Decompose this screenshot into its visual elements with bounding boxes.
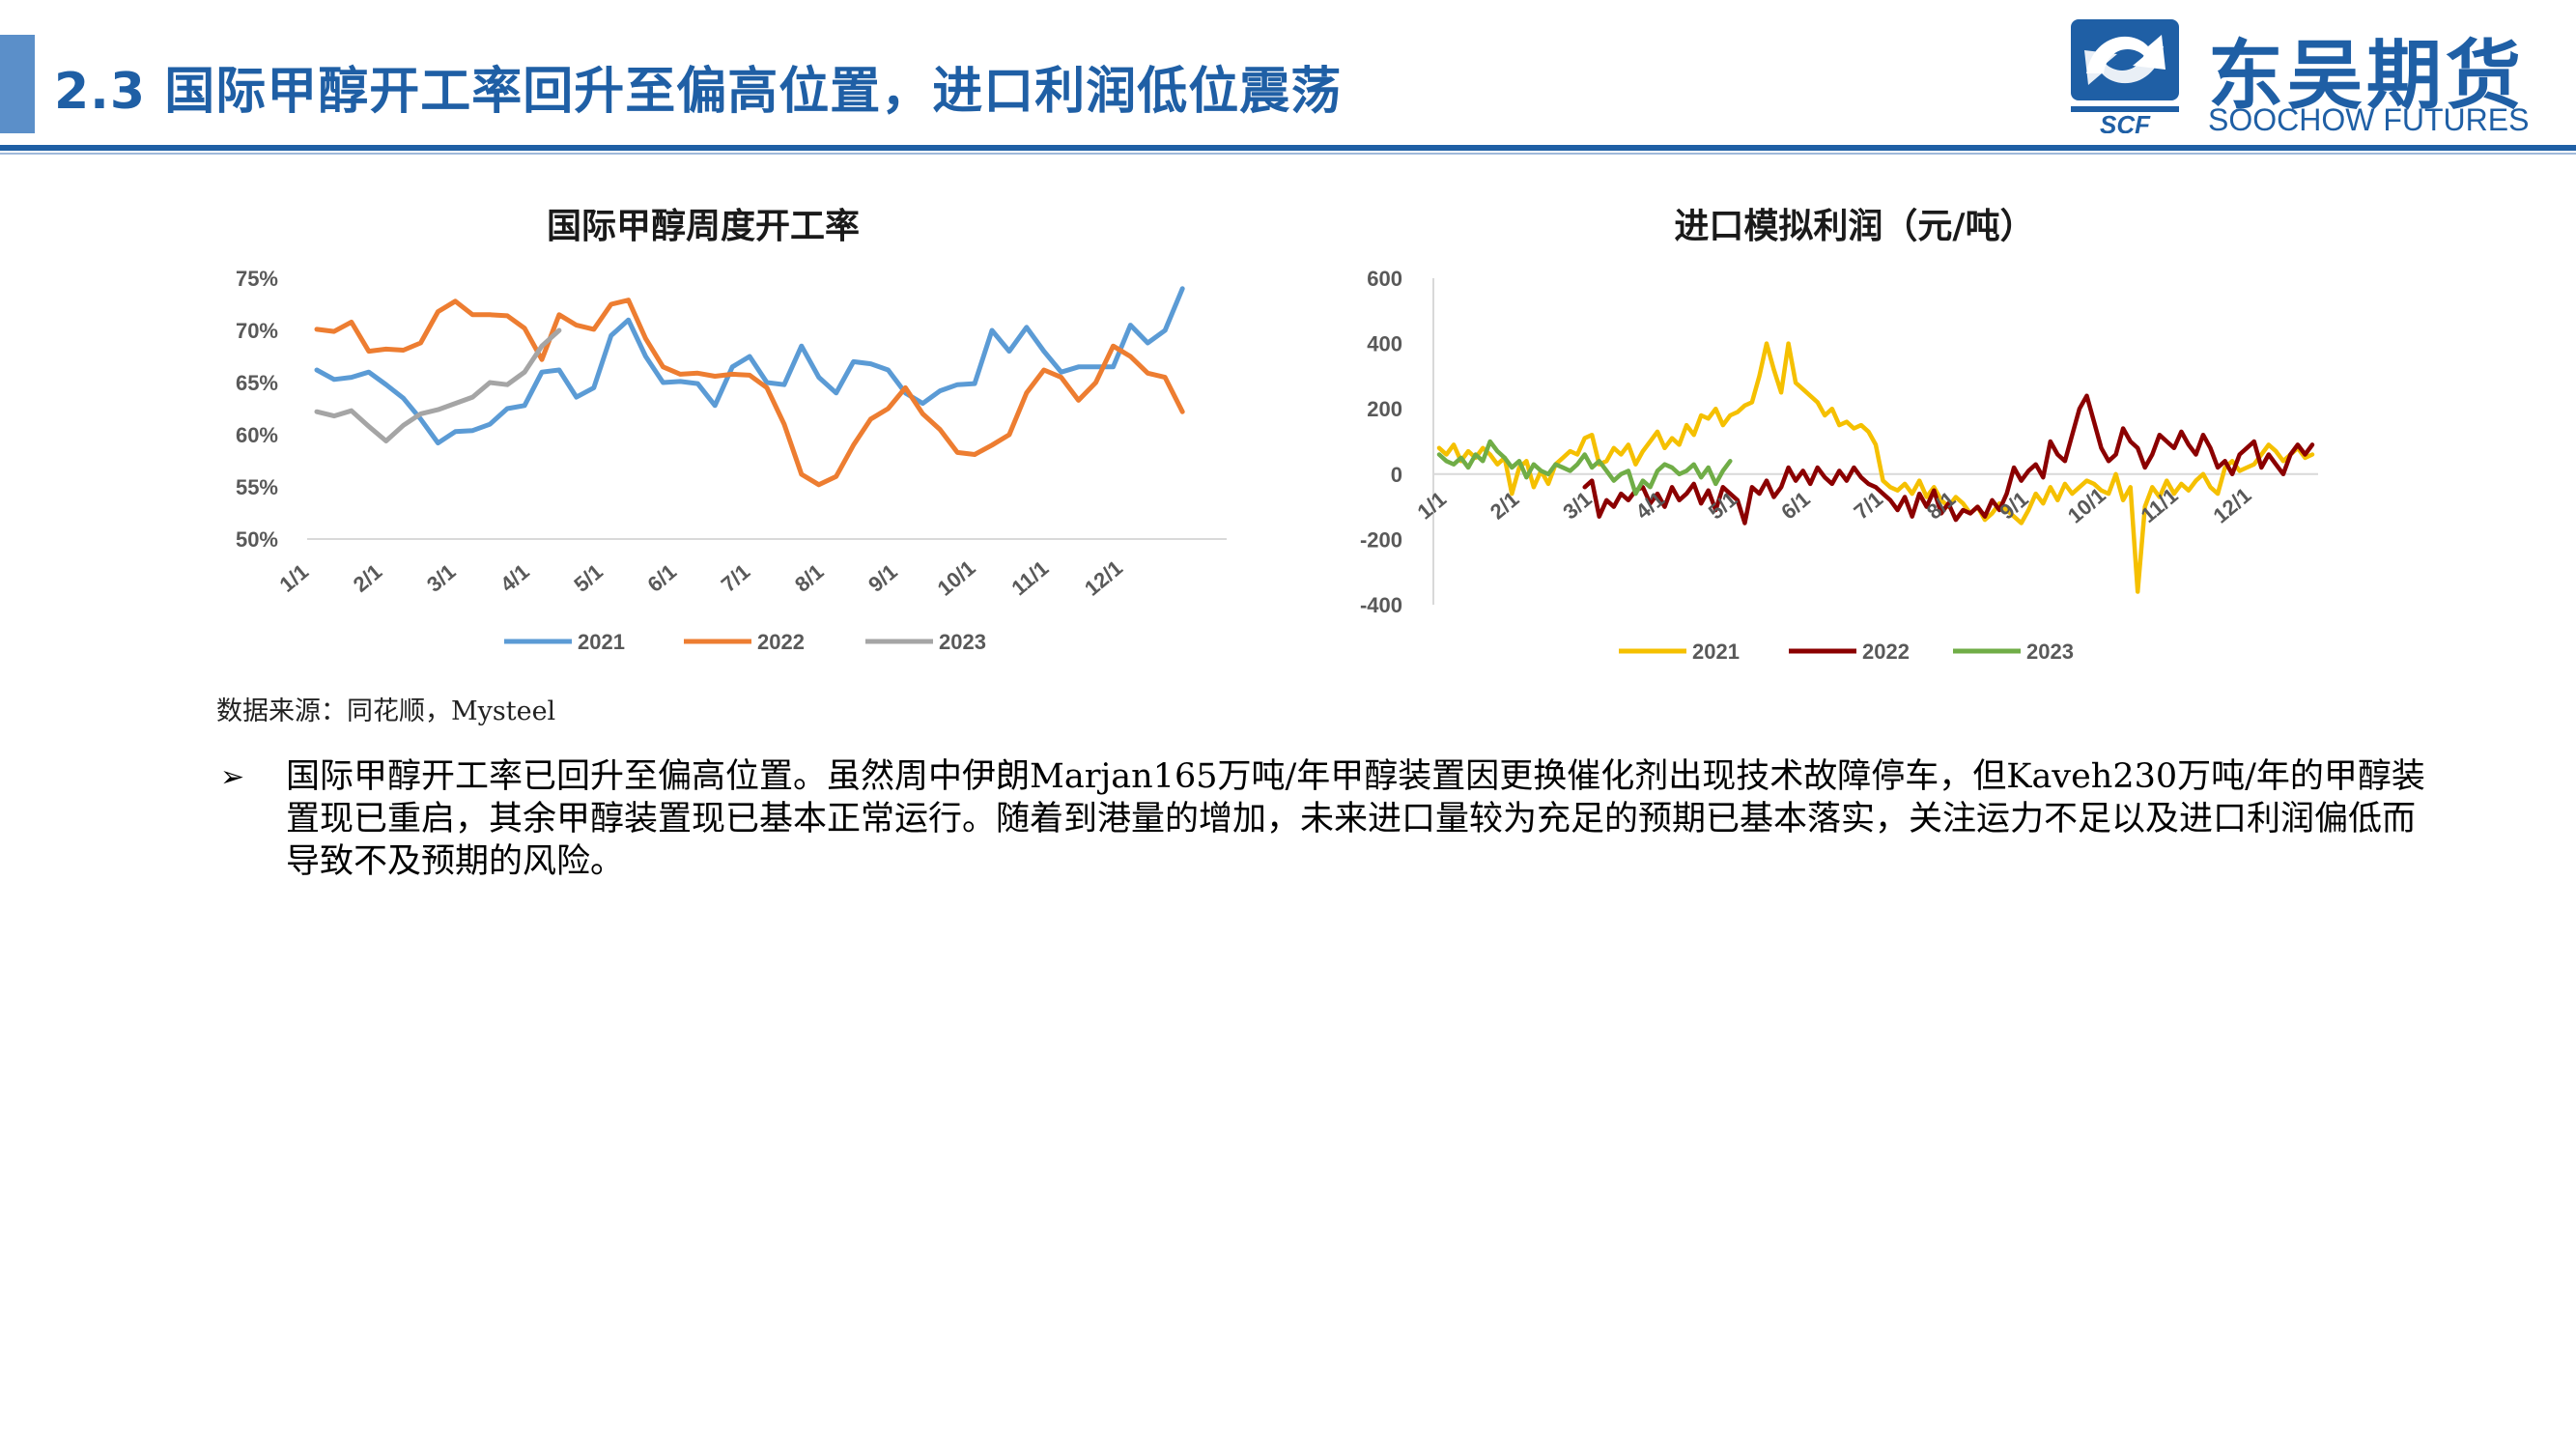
legend-label: 2022: [757, 630, 805, 654]
x-tick-label: 7/1: [717, 559, 755, 597]
series-line-2022: [1582, 393, 2315, 526]
series-line-2021: [314, 286, 1185, 446]
x-tick-label: 4/1: [495, 559, 534, 597]
logo-cn-text: 东吴期货: [2208, 33, 2526, 120]
x-tick-label: 1/1: [1413, 487, 1452, 525]
x-tick-label: 11/1: [1006, 555, 1053, 600]
x-tick-label: 2/1: [1486, 487, 1524, 525]
legend-label: 2021: [578, 630, 625, 654]
x-tick-label: 1/1: [275, 559, 314, 597]
series-line-2021: [1436, 341, 2315, 594]
chart-title: 进口模拟利润（元/吨）: [1674, 207, 2034, 246]
y-tick-label: 400: [1367, 332, 1402, 356]
title-divider: [0, 145, 2576, 151]
source-note: 数据来源：同花顺，Mysteel: [216, 696, 556, 726]
series-line-2022: [314, 298, 1185, 488]
x-tick-label: 9/1: [1995, 487, 2033, 525]
y-tick-label: 200: [1367, 397, 1402, 421]
x-tick-label: 3/1: [1558, 487, 1597, 525]
x-tick-label: 9/1: [863, 559, 902, 597]
analysis-paragraph: 国际甲醇开工率已回升至偏高位置。虽然周中伊朗Marjan165万吨/年甲醇装置因…: [286, 757, 2425, 881]
x-tick-label: 3/1: [422, 559, 461, 597]
y-tick-label: 75%: [236, 267, 278, 291]
x-tick-label: 12/1: [1080, 555, 1127, 601]
x-tick-label: 5/1: [569, 559, 608, 597]
import-profit-chart: 进口模拟利润（元/吨） 600 400 200 0 -200 -400 1/1 2/1 3/1…: [1360, 207, 2318, 664]
title-divider-thin: [0, 153, 2576, 155]
y-tick-label: 0: [1391, 463, 1402, 487]
operating-rate-chart: 国际甲醇周度开工率 75% 70% 65% 60% 55% 50% 1/1 2/1 3/1 4/…: [236, 207, 1227, 654]
logo-mark-text: SCF: [2100, 110, 2151, 133]
bullet-arrow-icon: ➢: [220, 760, 245, 794]
logo-en-text: SOOCHOW FUTURES: [2208, 102, 2530, 137]
y-tick-label: 60%: [236, 423, 278, 447]
series-line-2023: [314, 327, 562, 443]
y-tick-label: 65%: [236, 371, 278, 395]
y-tick-label: 70%: [236, 319, 278, 343]
x-tick-label: 8/1: [790, 559, 829, 597]
series-line-2023: [1436, 439, 1733, 497]
logo-mark-icon: SCF: [2071, 19, 2179, 133]
chart-title: 国际甲醇周度开工率: [547, 207, 860, 246]
title-accent-block: [0, 35, 35, 133]
legend-label: 2023: [2026, 639, 2074, 664]
y-tick-label: 50%: [236, 527, 278, 552]
page-title: 2.3 国际甲醇开工率回升至偏高位置，进口利润低位震荡: [54, 63, 1343, 121]
x-tick-label: 6/1: [643, 559, 682, 597]
company-logo: SCF 东吴期货 SOOCHOW FUTURES: [2065, 14, 2567, 137]
x-tick-label: 10/1: [933, 555, 980, 601]
y-tick-label: -200: [1360, 527, 1402, 552]
legend-label: 2023: [939, 630, 986, 654]
x-tick-label: 6/1: [1776, 487, 1815, 525]
y-tick-label: 55%: [236, 475, 278, 499]
y-tick-label: -400: [1360, 593, 1402, 617]
y-tick-label: 600: [1367, 267, 1402, 291]
legend-label: 2021: [1692, 639, 1740, 664]
legend-label: 2022: [1862, 639, 1910, 664]
x-tick-label: 2/1: [349, 559, 387, 597]
